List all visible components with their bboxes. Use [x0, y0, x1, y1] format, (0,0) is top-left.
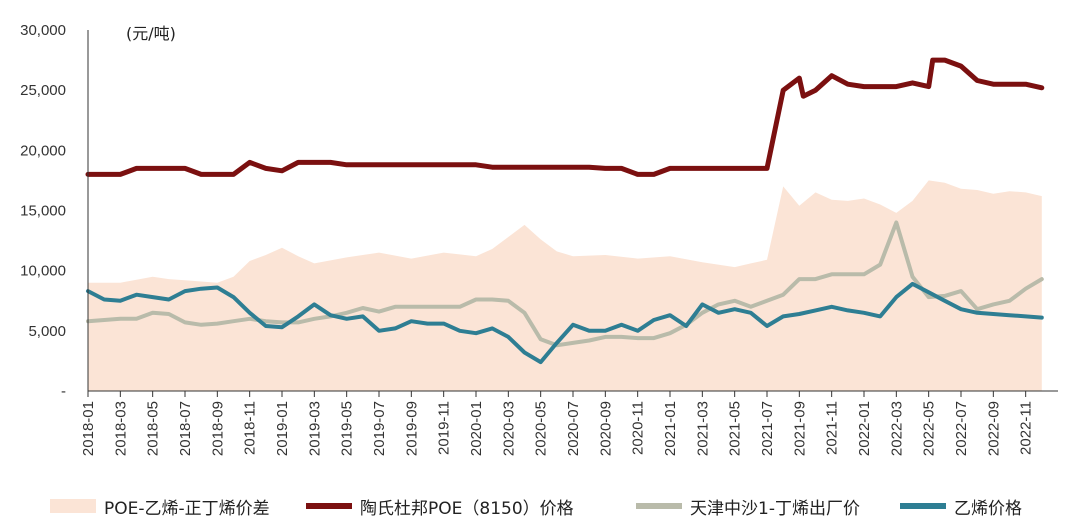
- x-tick-label: 2019-09: [403, 401, 420, 456]
- y-tick-label: 10,000: [20, 263, 66, 280]
- line-layer: [85, 57, 1045, 365]
- x-tick-label: 2021-03: [694, 401, 711, 456]
- legend-label-poe-price: 陶氏杜邦POE（8150）价格: [360, 498, 574, 519]
- area-layer: [88, 180, 1042, 391]
- y-tick-label: 5,000: [28, 323, 66, 340]
- legend-swatch-poe-price: [306, 503, 352, 509]
- legend-label-butene-price: 天津中沙1-丁烯出厂价: [690, 498, 860, 519]
- x-tick-label: 2018-09: [209, 401, 226, 456]
- legend-item-butene-price: 天津中沙1-丁烯出厂价: [636, 490, 860, 522]
- x-tick-label: 2022-09: [985, 401, 1002, 456]
- x-tick-label: 2020-09: [597, 401, 614, 456]
- legend-item-spread: POE-乙烯-正丁烯价差: [50, 490, 270, 522]
- legend: POE-乙烯-正丁烯价差 陶氏杜邦POE（8150）价格 天津中沙1-丁烯出厂价…: [0, 490, 1080, 522]
- x-tick-label: 2019-07: [371, 401, 388, 456]
- legend-swatch-spread: [50, 499, 96, 513]
- x-tick-label: 2018-01: [80, 401, 97, 456]
- x-tick-label: 2018-05: [145, 401, 162, 456]
- legend-label-spread: POE-乙烯-正丁烯价差: [104, 498, 270, 519]
- legend-swatch-butene-price: [636, 503, 682, 509]
- x-tick-label: 2020-11: [630, 401, 647, 455]
- chart: - 5,000 10,000 15,000 20,000 25,000 30,000 201…: [20, 22, 1058, 456]
- legend-item-poe-price: 陶氏杜邦POE（8150）价格: [306, 490, 574, 522]
- unit-label: (元/吨): [126, 24, 176, 43]
- x-tick-label: 2018-11: [242, 401, 259, 455]
- x-tick-label: 2021-11: [824, 401, 841, 455]
- x-tick-label: 2021-09: [791, 401, 808, 456]
- x-tick-label: 2022-07: [953, 401, 970, 456]
- x-tick-label: 2022-05: [921, 401, 938, 456]
- legend-label-ethylene-price: 乙烯价格: [954, 498, 1022, 519]
- x-tick-label: 2022-01: [856, 401, 873, 456]
- x-tick-label: 2019-01: [274, 401, 291, 456]
- legend-swatch-ethylene-price: [900, 503, 946, 509]
- series-area-0: [88, 180, 1042, 391]
- y-axis-ticks: - 5,000 10,000 15,000 20,000 25,000 30,000: [20, 22, 66, 400]
- x-tick-label: 2018-03: [112, 401, 129, 456]
- x-tick-label: 2020-03: [500, 401, 517, 456]
- x-axis-ticks: 2018-01 2018-03 2018-05 2018-07 2018-09 2018-…: [80, 391, 1035, 456]
- x-tick-label: 2020-01: [468, 401, 485, 456]
- x-tick-label: 2021-07: [759, 401, 776, 456]
- x-tick-label: 2021-01: [662, 401, 679, 456]
- x-tick-label: 2020-05: [533, 401, 550, 456]
- x-tick-label: 2022-11: [1018, 401, 1035, 455]
- y-tick-label: 25,000: [20, 82, 66, 99]
- y-tick-label: 20,000: [20, 142, 66, 159]
- legend-item-ethylene-price: 乙烯价格: [900, 490, 1022, 522]
- x-tick-label: 2019-11: [436, 401, 453, 455]
- y-tick-label: 30,000: [20, 22, 66, 39]
- y-tick-label: 15,000: [20, 203, 66, 220]
- series-line-3: [86, 281, 1044, 365]
- series-line-1: [85, 57, 1045, 177]
- x-tick-label: 2019-05: [339, 401, 356, 456]
- y-tick-label: -: [61, 383, 66, 400]
- x-tick-label: 2022-03: [888, 401, 905, 456]
- x-tick-label: 2020-07: [565, 401, 582, 456]
- x-tick-label: 2018-07: [177, 401, 194, 456]
- series-line-2: [86, 220, 1044, 348]
- x-tick-label: 2021-05: [727, 401, 744, 456]
- x-tick-label: 2019-03: [306, 401, 323, 456]
